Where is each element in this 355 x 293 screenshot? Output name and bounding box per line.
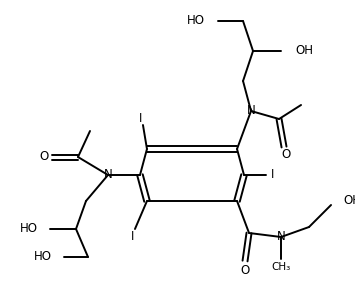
Text: O: O bbox=[282, 149, 291, 161]
Text: OH: OH bbox=[343, 195, 355, 207]
Text: OH: OH bbox=[295, 45, 313, 57]
Text: HO: HO bbox=[187, 14, 205, 28]
Text: N: N bbox=[247, 105, 255, 117]
Text: CH₃: CH₃ bbox=[272, 262, 291, 272]
Text: O: O bbox=[240, 263, 250, 277]
Text: I: I bbox=[139, 112, 143, 125]
Text: HO: HO bbox=[34, 251, 52, 263]
Text: O: O bbox=[39, 151, 49, 163]
Text: N: N bbox=[277, 231, 285, 243]
Text: I: I bbox=[271, 168, 275, 181]
Text: I: I bbox=[131, 231, 135, 243]
Text: HO: HO bbox=[20, 222, 38, 236]
Text: N: N bbox=[104, 168, 113, 181]
